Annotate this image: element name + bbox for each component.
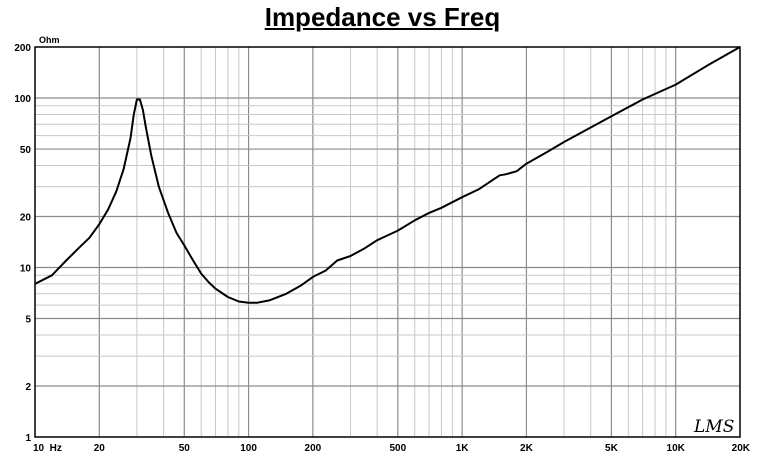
x-tick-label: 100 [240, 443, 257, 454]
lms-logo: LMS [693, 417, 734, 437]
y-tick-label: 100 [14, 94, 31, 105]
y-tick-label: 10 [20, 264, 32, 275]
y-tick-label: 50 [20, 145, 32, 156]
x-tick-label: 20K [732, 443, 751, 454]
chart-title: Impedance vs Freq [264, 2, 501, 32]
tick-labels: 10 Hz 20 50 100 200 500 1K 2K 5K 10K 20K 1 2 5 10 20 50 1… [14, 43, 750, 454]
y-tick-label: 5 [25, 315, 31, 326]
x-tick-label: 20 [94, 443, 106, 454]
plot-frame [34, 46, 741, 438]
y-tick-label: 200 [14, 43, 31, 54]
y-tick-label: 2 [25, 382, 31, 393]
x-tick-label: 200 [305, 443, 322, 454]
x-tick-label: 5K [605, 443, 619, 454]
x-tick-label: 2K [520, 443, 534, 454]
y-tick-label: 1 [25, 433, 31, 444]
y-axis-unit: Ohm [39, 35, 60, 45]
grid [35, 47, 740, 437]
y-tick-label: 20 [20, 212, 32, 223]
x-tick-label: 10 Hz [33, 443, 62, 454]
x-tick-label: 1K [456, 443, 470, 454]
x-tick-label: 500 [390, 443, 407, 454]
x-tick-label: 10K [667, 443, 686, 454]
impedance-curve [34, 46, 741, 304]
x-tick-label: 50 [179, 443, 191, 454]
